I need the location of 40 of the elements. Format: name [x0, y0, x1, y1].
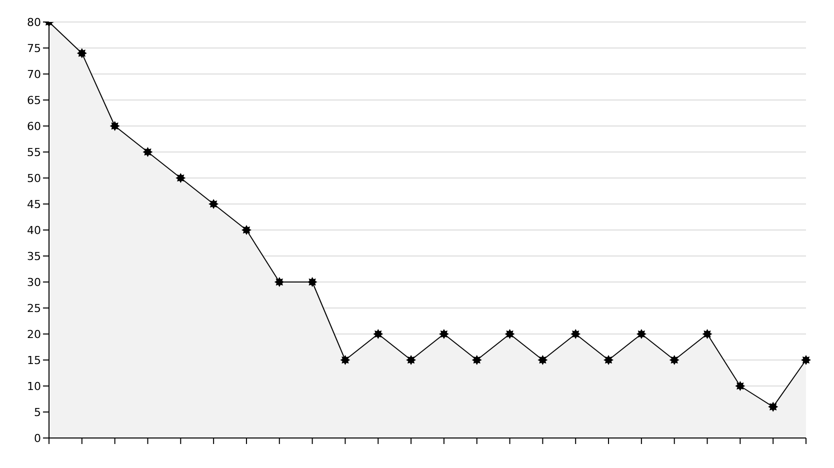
point: [176, 174, 186, 182]
point: [702, 330, 712, 338]
y-tick-label: 5: [34, 406, 41, 419]
y-tick-label: 0: [34, 432, 41, 445]
point: [143, 148, 152, 156]
point: [274, 278, 284, 286]
point: [670, 356, 679, 364]
point: [308, 278, 317, 286]
y-tick-label: 35: [27, 250, 41, 263]
point: [439, 330, 448, 338]
y-tick-label: 70: [27, 68, 41, 81]
point: [472, 356, 482, 364]
y-tick-label: 10: [27, 380, 41, 393]
point: [77, 48, 86, 58]
point: [406, 356, 416, 364]
point: [768, 402, 778, 412]
point: [802, 356, 810, 364]
y-tick-label: 55: [27, 146, 41, 159]
y-tick-label: 20: [27, 328, 41, 341]
point: [604, 356, 614, 364]
point: [505, 330, 514, 338]
y-tick-label: 60: [27, 120, 41, 133]
y-tick-label: 65: [27, 94, 41, 107]
point: [538, 356, 548, 364]
y-tick-label: 45: [27, 198, 41, 211]
point: [636, 330, 646, 338]
y-tick-label: 75: [27, 42, 41, 55]
y-tick-label: 30: [27, 276, 41, 289]
point: [374, 330, 383, 338]
point: [340, 356, 350, 364]
point: [736, 382, 745, 390]
point: [110, 122, 120, 130]
y-tick-label: 80: [27, 16, 41, 29]
point: [571, 330, 580, 338]
y-tick-label: 40: [27, 224, 41, 237]
y-tick-label: 15: [27, 354, 41, 367]
y-tick-label: 25: [27, 302, 41, 315]
point: [242, 226, 251, 234]
y-tick-label: 50: [27, 172, 41, 185]
point: [209, 200, 218, 208]
